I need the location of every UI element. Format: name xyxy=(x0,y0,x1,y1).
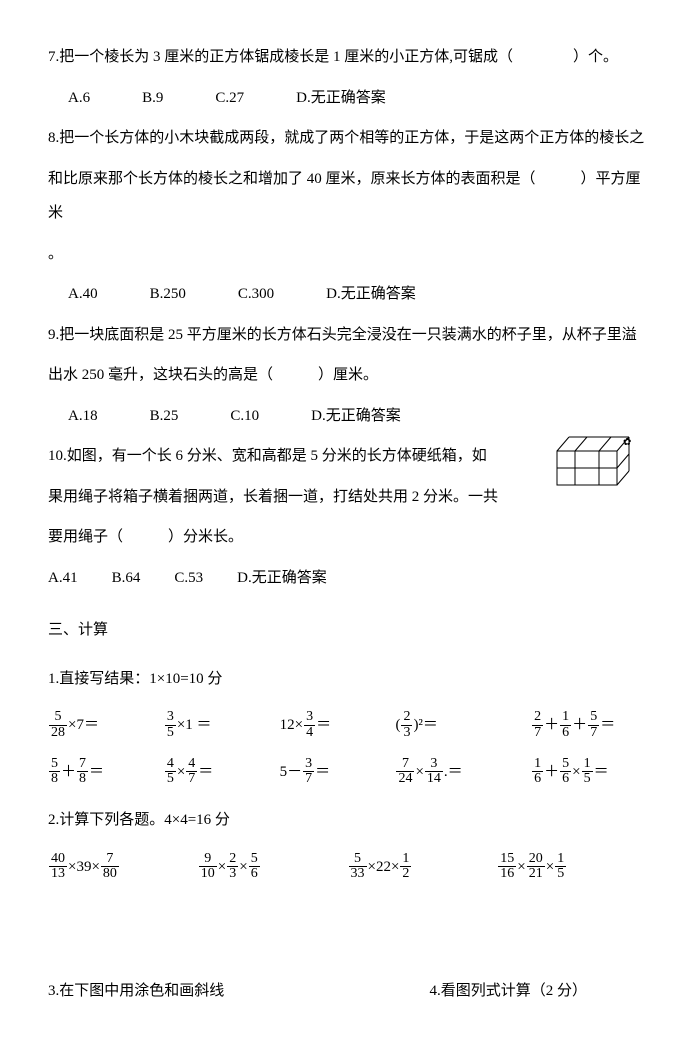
q10-opt-b: B.64 xyxy=(112,561,141,596)
calc-row-3: 4013×39×780 910×23×56 533×22×12 1516×202… xyxy=(48,850,647,885)
calc-1-1: 528×7＝ xyxy=(48,708,164,743)
calc-2-5: 16＋56×15＝ xyxy=(531,755,647,790)
sub-4-title: 4.看图列式计算（2 分） xyxy=(429,974,587,1009)
q9-opt-a: A.18 xyxy=(68,399,98,434)
q7-opt-d: D.无正确答案 xyxy=(296,81,386,116)
q8-opt-d: D.无正确答案 xyxy=(326,277,416,312)
question-9-line1: 9.把一块底面积是 25 平方厘米的长方体石头完全浸没在一只装满水的杯子里，从杯… xyxy=(48,318,647,353)
question-9-line2: 出水 250 毫升，这块石头的高是（ ）厘米。 xyxy=(48,358,647,393)
calc-1-2: 35×1 ＝ xyxy=(164,708,280,743)
q8-opt-a: A.40 xyxy=(68,277,98,312)
sub-3-title: 3.在下图中用涂色和画斜线 xyxy=(48,974,224,1009)
q10-opt-d: D.无正确答案 xyxy=(237,561,327,596)
q7-opt-c: C.27 xyxy=(215,81,244,116)
calc-1-5: 27＋16＋57＝ xyxy=(531,708,647,743)
question-9-options: A.18 B.25 C.10 D.无正确答案 xyxy=(48,399,647,434)
q10-opt-a: A.41 xyxy=(48,561,78,596)
calc-row-1: 528×7＝ 35×1 ＝ 12×34＝ (23)²＝ 27＋16＋57＝ xyxy=(48,708,647,743)
question-8-line2: 和比原来那个长方体的棱长之和增加了 40 厘米，原来长方体的表面积是（ ）平方厘… xyxy=(48,162,647,231)
box-figure: ✿ xyxy=(555,435,641,501)
question-8-options: A.40 B.250 C.300 D.无正确答案 xyxy=(48,277,647,312)
calc-1-3: 12×34＝ xyxy=(280,708,396,743)
question-8-line1: 8.把一个长方体的小木块截成两段，就成了两个相等的正方体，于是这两个正方体的棱长… xyxy=(48,121,647,156)
calc-2-2: 45×47＝ xyxy=(164,755,280,790)
question-7-options: A.6 B.9 C.27 D.无正确答案 xyxy=(48,81,647,116)
q9-opt-c: C.10 xyxy=(230,399,259,434)
calc-2-1: 58＋78＝ xyxy=(48,755,164,790)
sub-2-title: 2.计算下列各题。4×4=16 分 xyxy=(48,803,647,838)
bottom-titles: 3.在下图中用涂色和画斜线 4.看图列式计算（2 分） xyxy=(48,974,647,1009)
q8-opt-c: C.300 xyxy=(238,277,274,312)
question-10-options: A.41 B.64 C.53 D.无正确答案 xyxy=(48,561,647,596)
calc-1-4: (23)²＝ xyxy=(395,708,531,743)
section-3-title: 三、计算 xyxy=(48,613,647,648)
q7-opt-a: A.6 xyxy=(68,81,90,116)
sub-1-title: 1.直接写结果：1×10=10 分 xyxy=(48,662,647,697)
question-7: 7.把一个棱长为 3 厘米的正方体锯成棱长是 1 厘米的小正方体,可锯成（ ）个… xyxy=(48,40,647,75)
question-8-line3: 。 xyxy=(48,237,647,272)
q10-opt-c: C.53 xyxy=(174,561,203,596)
calc-2-3: 5－37＝ xyxy=(280,755,396,790)
calc-3-3: 533×22×12 xyxy=(348,850,498,885)
q9-opt-b: B.25 xyxy=(150,399,179,434)
calc-row-2: 58＋78＝ 45×47＝ 5－37＝ 724×314.＝ 16＋56×15＝ xyxy=(48,755,647,790)
q8-opt-b: B.250 xyxy=(150,277,186,312)
q9-opt-d: D.无正确答案 xyxy=(311,399,401,434)
question-10-line3: 要用绳子（ ）分米长。 xyxy=(48,520,647,555)
q7-opt-b: B.9 xyxy=(142,81,163,116)
calc-2-4: 724×314.＝ xyxy=(395,755,531,790)
calc-3-1: 4013×39×780 xyxy=(48,850,198,885)
svg-text:✿: ✿ xyxy=(623,437,631,448)
calc-3-2: 910×23×56 xyxy=(198,850,348,885)
calc-3-4: 1516×2021×15 xyxy=(497,850,647,885)
